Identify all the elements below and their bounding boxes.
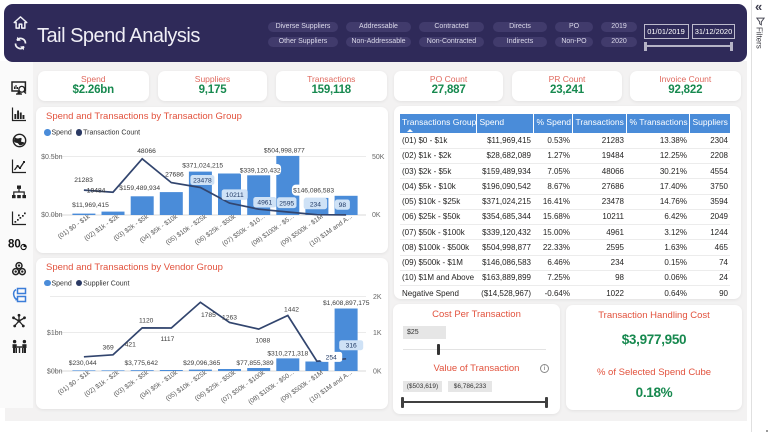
svg-text:369: 369 <box>103 345 114 352</box>
svg-text:21283: 21283 <box>74 177 93 184</box>
svg-text:2K: 2K <box>373 294 382 301</box>
svg-text:$0bn: $0bn <box>47 369 63 376</box>
svg-text:2595: 2595 <box>279 200 294 207</box>
svg-text:1K: 1K <box>373 330 382 337</box>
svg-text:$146,086,583: $146,086,583 <box>293 188 334 195</box>
svg-text:19484: 19484 <box>87 188 106 195</box>
svg-text:98: 98 <box>339 202 347 209</box>
svg-text:23478: 23478 <box>193 178 212 185</box>
svg-text:1263: 1263 <box>222 314 237 321</box>
svg-text:0K: 0K <box>372 212 381 219</box>
svg-text:1442: 1442 <box>284 307 299 314</box>
svg-text:$0.0bn: $0.0bn <box>41 212 63 219</box>
svg-text:1117: 1117 <box>160 336 174 343</box>
svg-text:$29,096,365: $29,096,365 <box>183 360 220 367</box>
svg-text:234: 234 <box>310 201 321 208</box>
svg-text:$0.5bn: $0.5bn <box>41 154 63 161</box>
svg-text:1785: 1785 <box>201 312 216 319</box>
svg-text:$159,489,934: $159,489,934 <box>119 185 160 192</box>
svg-text:316: 316 <box>346 343 357 350</box>
svg-text:$371,024,215: $371,024,215 <box>182 163 223 170</box>
svg-text:$11,969,415: $11,969,415 <box>72 202 109 209</box>
svg-text:$3,775,642: $3,775,642 <box>124 360 158 367</box>
svg-text:$310,271,318: $310,271,318 <box>267 350 308 357</box>
svg-text:$339,120,432: $339,120,432 <box>240 167 281 174</box>
svg-text:48066: 48066 <box>137 148 156 155</box>
svg-text:0K: 0K <box>373 369 382 376</box>
svg-text:$77,855,389: $77,855,389 <box>236 360 273 367</box>
svg-text:1120: 1120 <box>139 318 154 325</box>
svg-text:1088: 1088 <box>255 337 270 344</box>
svg-text:$230,044: $230,044 <box>69 360 97 367</box>
svg-text:80: 80 <box>8 239 21 251</box>
svg-text:$1,608,897,175: $1,608,897,175 <box>323 300 370 307</box>
svg-text:4961: 4961 <box>257 200 272 207</box>
svg-text:10211: 10211 <box>226 192 244 199</box>
svg-text:50K: 50K <box>372 154 385 161</box>
svg-text:254: 254 <box>326 354 337 361</box>
svg-text:$1bn: $1bn <box>47 330 63 337</box>
svg-text:$504,998,877: $504,998,877 <box>264 148 305 155</box>
svg-text:421: 421 <box>125 342 136 349</box>
svg-text:27686: 27686 <box>165 171 184 178</box>
